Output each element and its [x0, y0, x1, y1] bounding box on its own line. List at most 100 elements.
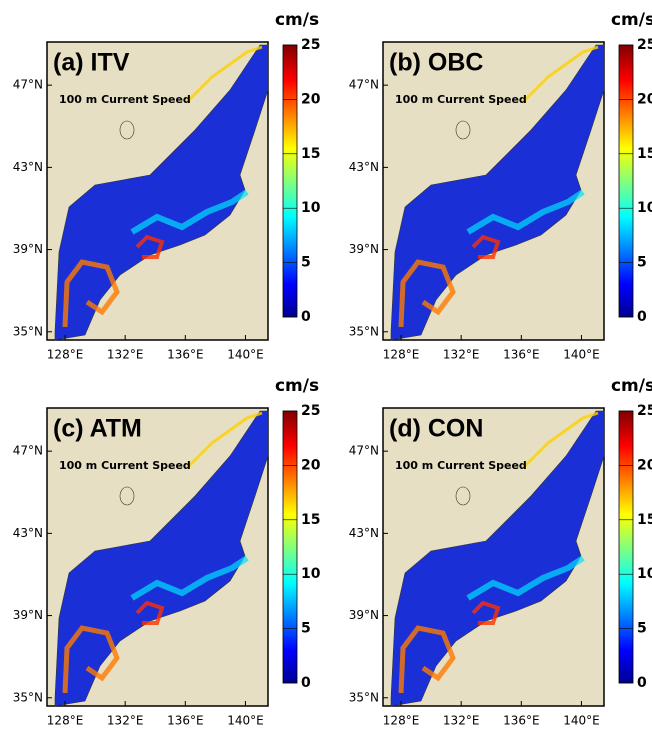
colorbar-tick-label: 15: [637, 146, 652, 162]
lat-tick-label: 43°N: [349, 160, 379, 174]
current: [135, 600, 165, 625]
current: [62, 625, 120, 694]
lon-tick-label: 140°E: [563, 348, 600, 362]
panel-label: (b) OBC: [389, 49, 483, 77]
colorbar-tick-label: 10: [637, 566, 652, 582]
current: [471, 234, 501, 259]
island: [119, 120, 135, 140]
colorbar-tick-label: 20: [637, 91, 652, 107]
lon-tick-label: 132°E: [107, 348, 144, 362]
lat-tick-label: 39°N: [349, 242, 379, 256]
colorbar-tick-label: 25: [301, 403, 320, 419]
colorbar-tick-label: 25: [637, 403, 652, 419]
lat-tick-label: 43°N: [349, 526, 379, 540]
panel-subtitle: 100 m Current Speed: [59, 93, 191, 106]
lon-tick-label: 140°E: [563, 714, 600, 728]
colorbar: cm/s 0 5 10 15 20 25: [275, 10, 321, 325]
panel-label: (d) CON: [389, 415, 483, 443]
panel-subtitle: 100 m Current Speed: [395, 93, 527, 106]
lon-tick-label: 128°E: [47, 348, 84, 362]
colorbar: cm/s 0 5 10 15 20 25: [611, 376, 652, 691]
current: [130, 189, 249, 235]
lon-tick-label: 132°E: [443, 714, 480, 728]
current: [185, 411, 263, 470]
map-panel: (c) ATM 100 m Current Speed 35°N 39°N 43°N 47…: [13, 376, 321, 728]
map-panel: (d) CON 100 m Current Speed 35°N 39°N 43°N 47…: [349, 376, 652, 728]
colorbar-unit: cm/s: [611, 10, 652, 30]
lat-tick-label: 35°N: [349, 690, 379, 704]
lon-tick-label: 132°E: [107, 714, 144, 728]
current: [185, 45, 263, 104]
lat-tick-label: 35°N: [349, 324, 379, 338]
colorbar-unit: cm/s: [611, 376, 652, 396]
lon-tick-label: 140°E: [227, 714, 264, 728]
panel-subtitle: 100 m Current Speed: [59, 459, 191, 472]
lon-tick-label: 128°E: [383, 348, 420, 362]
lat-tick-label: 47°N: [13, 78, 43, 92]
map-panel: (a) ITV 100 m Current Speed 35°N 39°N 43°N 47…: [13, 10, 321, 362]
current: [521, 411, 599, 470]
colorbar-tick-label: 10: [301, 200, 321, 216]
island: [119, 486, 135, 506]
colorbar-tick-label: 5: [301, 621, 311, 637]
colorbar-unit: cm/s: [275, 10, 319, 30]
current: [471, 600, 501, 625]
panel-subtitle: 100 m Current Speed: [395, 459, 527, 472]
current: [62, 259, 120, 328]
colorbar: cm/s 0 5 10 15 20 25: [275, 376, 321, 691]
colorbar-tick-label: 25: [301, 37, 320, 53]
colorbar-tick-label: 20: [637, 457, 652, 473]
map-panel: (b) OBC 100 m Current Speed 35°N 39°N 43°N 47…: [349, 10, 652, 362]
colorbar-tick-label: 10: [301, 566, 321, 582]
colorbar-tick-label: 15: [301, 146, 320, 162]
colorbar-tick-label: 0: [301, 309, 311, 325]
colorbar-tick-label: 0: [637, 309, 647, 325]
current: [521, 45, 599, 104]
island: [455, 486, 471, 506]
lon-tick-label: 136°E: [503, 714, 540, 728]
lat-tick-label: 43°N: [13, 160, 43, 174]
colorbar: cm/s 0 5 10 15 20 25: [611, 10, 652, 325]
colorbar-scale: [282, 44, 298, 318]
colorbar-tick-label: 10: [637, 200, 652, 216]
lon-tick-label: 136°E: [503, 348, 540, 362]
lat-tick-label: 47°N: [349, 78, 379, 92]
current: [398, 259, 456, 328]
lat-tick-label: 39°N: [13, 242, 43, 256]
colorbar-unit: cm/s: [275, 376, 319, 396]
lat-tick-label: 47°N: [349, 444, 379, 458]
current: [466, 555, 585, 601]
colorbar-tick-label: 5: [637, 621, 647, 637]
current: [135, 234, 165, 259]
colorbar-tick-label: 0: [301, 675, 311, 691]
lat-tick-label: 39°N: [349, 608, 379, 622]
colorbar-tick-label: 15: [637, 512, 652, 528]
lat-tick-label: 39°N: [13, 608, 43, 622]
colorbar-tick-label: 0: [637, 675, 647, 691]
colorbar-tick-label: 15: [301, 512, 320, 528]
colorbar-tick-label: 5: [637, 255, 647, 271]
current: [398, 625, 456, 694]
current: [130, 555, 249, 601]
lon-tick-label: 136°E: [167, 348, 204, 362]
colorbar-scale: [282, 410, 298, 684]
panel-label: (c) ATM: [53, 415, 142, 443]
colorbar-tick-label: 5: [301, 255, 311, 271]
panel-label: (a) ITV: [53, 49, 130, 77]
lon-tick-label: 140°E: [227, 348, 264, 362]
lon-tick-label: 136°E: [167, 714, 204, 728]
lat-tick-label: 35°N: [13, 690, 43, 704]
colorbar-tick-label: 20: [301, 457, 321, 473]
lat-tick-label: 43°N: [13, 526, 43, 540]
lat-tick-label: 47°N: [13, 444, 43, 458]
colorbar-tick-label: 25: [637, 37, 652, 53]
lon-tick-label: 128°E: [47, 714, 84, 728]
colorbar-scale: [618, 410, 634, 684]
island: [455, 120, 471, 140]
colorbar-scale: [618, 44, 634, 318]
lon-tick-label: 128°E: [383, 714, 420, 728]
colorbar-tick-label: 20: [301, 91, 321, 107]
lat-tick-label: 35°N: [13, 324, 43, 338]
current: [466, 189, 585, 235]
